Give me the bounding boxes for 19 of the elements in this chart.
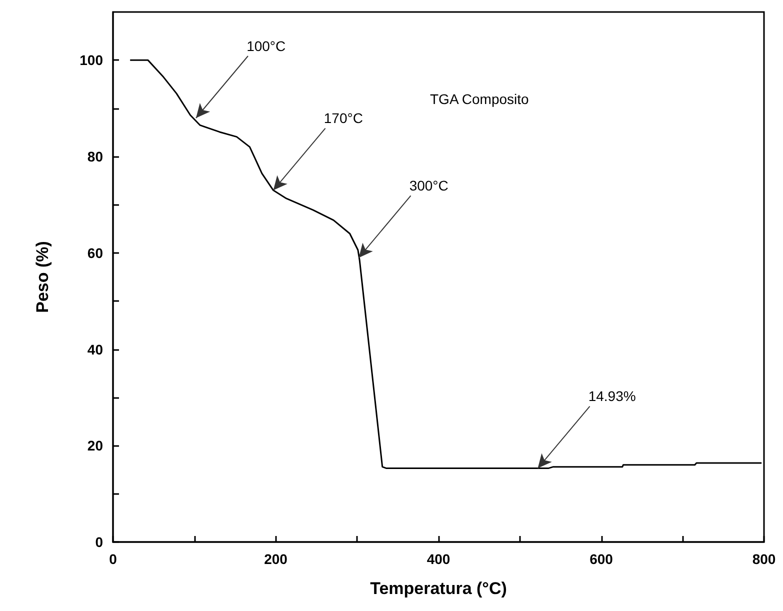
y-axis-title: Peso (%) bbox=[33, 241, 52, 313]
x-tick-label: 800 bbox=[752, 551, 776, 567]
text: TGA Composito bbox=[430, 91, 530, 107]
x-axis-title: Temperatura (°C) bbox=[370, 579, 507, 598]
annotation: 100°C bbox=[246, 38, 286, 54]
x-tick-label: 400 bbox=[426, 551, 450, 567]
x-tick-label: 0 bbox=[109, 551, 118, 567]
x-tick-label: 600 bbox=[590, 551, 614, 567]
annotation: 300°C bbox=[409, 178, 448, 194]
y-tick-label: 80 bbox=[87, 148, 104, 165]
annotation: 14.93% bbox=[588, 388, 636, 404]
x-tick-label: 200 bbox=[264, 551, 288, 567]
y-tick-label: 0 bbox=[95, 534, 104, 550]
y-tick-label: 100 bbox=[80, 52, 104, 68]
y-tick-label: 60 bbox=[87, 244, 104, 261]
annotation: 170°C bbox=[324, 110, 363, 126]
line-series bbox=[129, 59, 762, 470]
y-tick-label: 40 bbox=[87, 341, 104, 358]
y-tick-label: 20 bbox=[87, 438, 104, 454]
